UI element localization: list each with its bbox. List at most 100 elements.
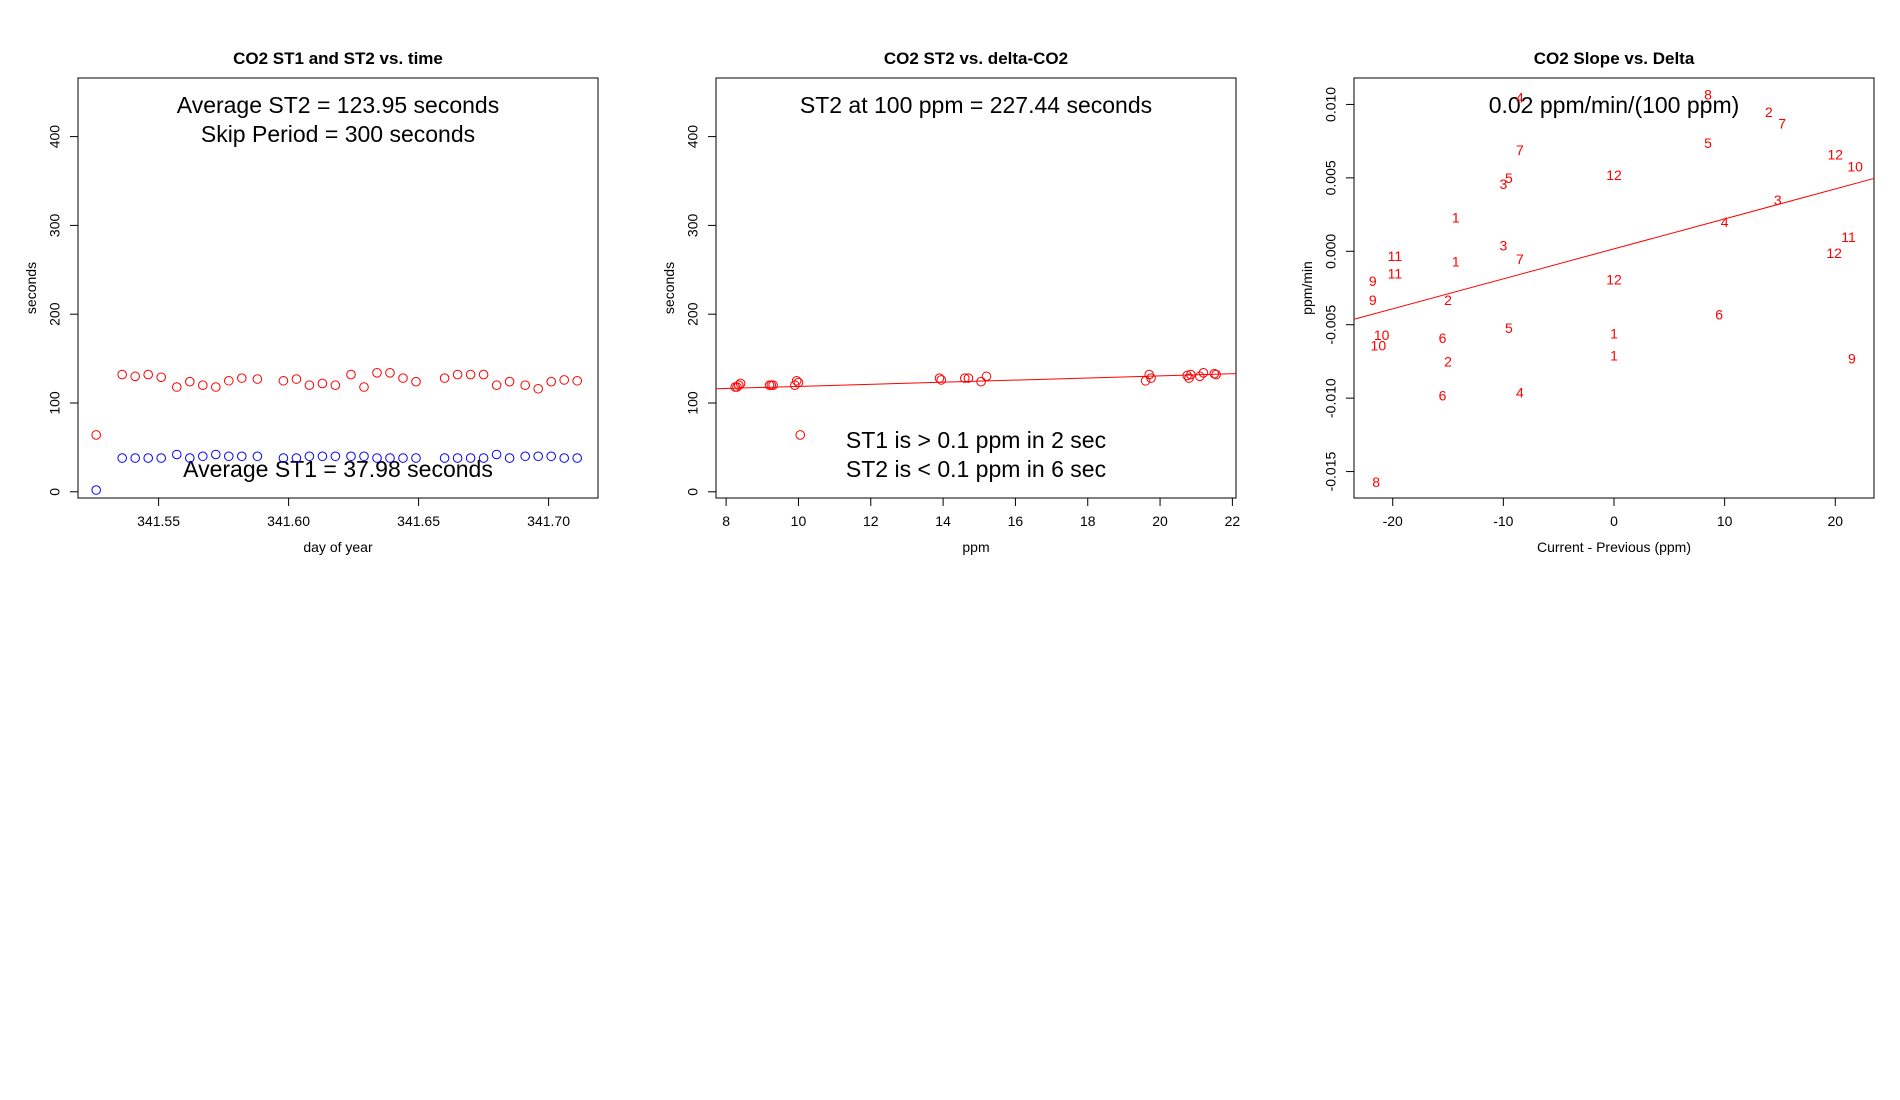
- y-tick-label: -0.005: [1323, 305, 1339, 345]
- x-tick-label: 341.60: [267, 513, 310, 529]
- x-tick-label: 10: [791, 513, 807, 529]
- slope-annotation: 0.02 ppm/min/(100 ppm): [1489, 92, 1740, 118]
- y-tick-label: 300: [47, 214, 63, 238]
- y-tick-label: 100: [685, 391, 701, 415]
- data-points: 8991010111111226633557744121211856427312…: [1353, 86, 1875, 490]
- data-point: [346, 369, 356, 380]
- data-point-label: 3: [1499, 176, 1507, 192]
- x-axis: -20 -10 0 10 20: [1383, 497, 1843, 529]
- panel-slope-vs-delta: CO2 Slope vs. Delta Current - Previous (…: [1299, 49, 1875, 555]
- data-point: [465, 453, 476, 463]
- y-tick-label: -0.015: [1323, 452, 1339, 492]
- data-point: [330, 451, 341, 462]
- data-point: [185, 376, 195, 387]
- data-point-label: 2: [1444, 354, 1452, 370]
- data-point: [963, 373, 974, 383]
- data-point: [372, 453, 382, 463]
- x-tick-label: 341.70: [527, 513, 570, 529]
- x-tick-label: 8: [722, 513, 730, 529]
- data-point: [520, 451, 531, 462]
- data-point: [411, 376, 421, 387]
- st1-threshold-annotation: ST1 is > 0.1 ppm in 2 sec: [846, 427, 1106, 453]
- data-point-label: 11: [1841, 229, 1856, 245]
- data-point: [504, 376, 515, 387]
- data-point-label: 2: [1444, 292, 1452, 308]
- data-point: [572, 453, 583, 463]
- data-point: [520, 380, 531, 391]
- data-point: [981, 371, 992, 382]
- y-tick-label: 0: [47, 488, 63, 496]
- data-point: [91, 485, 101, 495]
- panel-st1-st2-vs-time: CO2 ST1 and ST2 vs. time day of year sec…: [23, 49, 599, 555]
- data-point-label: 1: [1610, 326, 1618, 342]
- data-point: [735, 378, 746, 389]
- skip-period-annotation: Skip Period = 300 seconds: [201, 121, 475, 147]
- data-point: [224, 451, 234, 462]
- chart-title: CO2 Slope vs. Delta: [1534, 49, 1695, 68]
- data-point: [172, 449, 182, 460]
- data-point: [317, 451, 328, 462]
- data-point: [156, 453, 166, 463]
- y-axis-label: seconds: [661, 262, 677, 314]
- data-point-label: 3: [1499, 238, 1507, 254]
- y-tick-label: 200: [685, 302, 701, 326]
- data-point: [1146, 373, 1156, 383]
- x-axis-label: ppm: [962, 539, 989, 555]
- data-point-label: 10: [1847, 158, 1863, 174]
- data-point: [439, 453, 450, 463]
- data-point: [546, 376, 557, 387]
- data-point: [936, 375, 947, 385]
- x-axis-label: day of year: [303, 539, 373, 555]
- data-point: [143, 369, 153, 380]
- data-point: [91, 430, 101, 440]
- data-point: [385, 367, 395, 378]
- data-point: [304, 380, 315, 391]
- y-axis: -0.015 -0.010 -0.005 0.000 0.005 0.010: [1323, 87, 1355, 492]
- data-point-label: 12: [1606, 271, 1622, 287]
- data-point: [317, 378, 328, 389]
- plot-frame: [1353, 77, 1875, 499]
- data-point: [452, 369, 463, 380]
- data-point: [330, 380, 341, 391]
- x-tick-label: 341.65: [397, 513, 440, 529]
- x-tick-label: 20: [1152, 513, 1168, 529]
- data-point: [359, 382, 369, 392]
- data-point: [237, 373, 247, 383]
- data-point: [252, 374, 263, 384]
- data-point-label: 3: [1774, 192, 1782, 208]
- data-point-label: 11: [1388, 265, 1403, 281]
- data-point: [478, 453, 489, 463]
- data-point: [452, 453, 463, 463]
- y-axis: 0 100 200 300 400: [685, 125, 717, 496]
- data-point-label: 6: [1439, 387, 1447, 403]
- data-point-label: 10: [1374, 327, 1390, 343]
- data-point: [398, 453, 408, 463]
- data-point: [572, 375, 583, 386]
- data-point: [278, 453, 289, 463]
- data-point: [465, 369, 476, 380]
- x-tick-label: 10: [1717, 513, 1733, 529]
- data-point-label: 9: [1369, 273, 1377, 289]
- data-point: [156, 372, 166, 383]
- x-axis: 341.55 341.60 341.65 341.70: [137, 497, 570, 529]
- data-point: [795, 430, 806, 440]
- data-point-label: 8: [1704, 86, 1712, 102]
- data-point: [732, 382, 742, 392]
- data-point: [559, 453, 570, 463]
- x-tick-label: -10: [1493, 513, 1513, 529]
- data-point: [291, 374, 302, 384]
- data-point: [546, 451, 557, 462]
- data-point-label: 10: [1371, 337, 1387, 353]
- data-point: [1140, 375, 1151, 386]
- y-axis-label: ppm/min: [1299, 261, 1315, 315]
- data-point-label: 1: [1610, 348, 1618, 364]
- data-point-label: 4: [1721, 214, 1729, 230]
- data-point: [252, 451, 263, 462]
- data-point: [359, 451, 369, 462]
- y-tick-label: 0: [685, 488, 701, 496]
- data-point-label: 12: [1826, 245, 1842, 261]
- data-point: [411, 453, 421, 463]
- data-point: [117, 369, 127, 380]
- data-point: [1211, 369, 1221, 380]
